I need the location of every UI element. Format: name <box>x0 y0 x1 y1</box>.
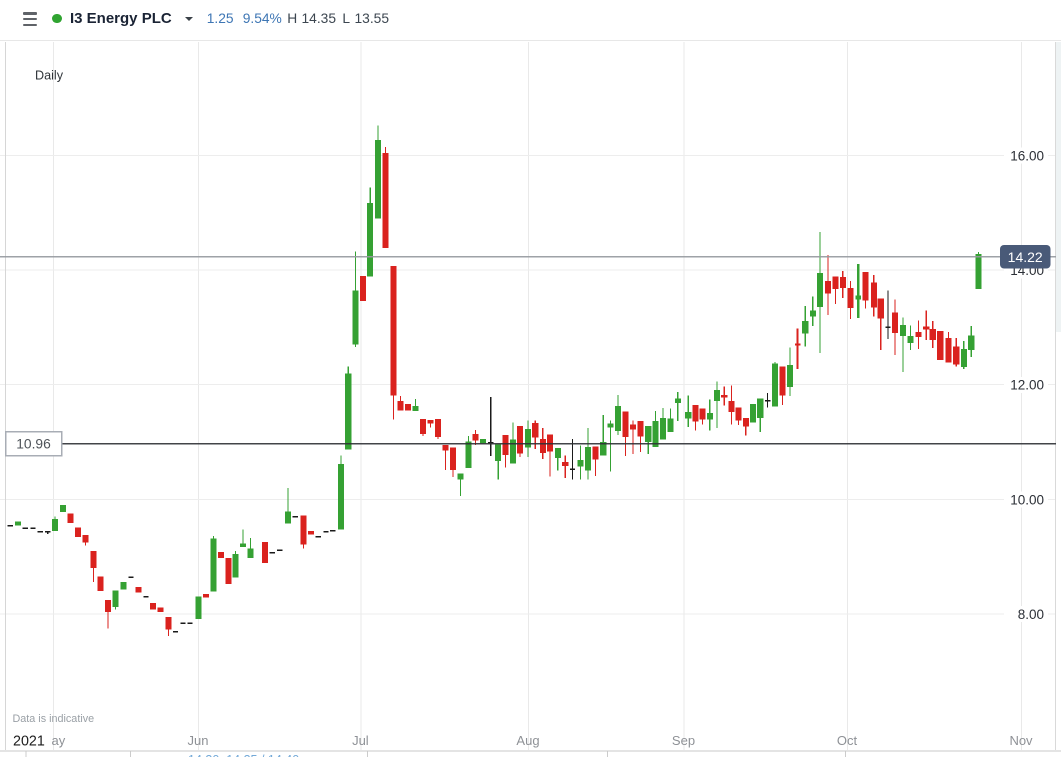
svg-text:Jun: Jun <box>188 733 209 748</box>
svg-text:10.00: 10.00 <box>1010 492 1044 507</box>
svg-text:Aug: Aug <box>516 733 539 748</box>
svg-text:2021: 2021 <box>13 734 45 750</box>
svg-text:Data is indicative: Data is indicative <box>13 713 95 725</box>
svg-text:10.96: 10.96 <box>16 437 51 452</box>
svg-text:Jul: Jul <box>352 733 369 748</box>
svg-text:Daily: Daily <box>35 69 64 83</box>
svg-text:Nov: Nov <box>1009 733 1033 748</box>
svg-text:14.30 14.35 / 14.40: 14.30 14.35 / 14.40 <box>188 753 299 757</box>
svg-text:Sep: Sep <box>672 733 695 748</box>
svg-text:12.00: 12.00 <box>1010 378 1044 393</box>
svg-text:14.22: 14.22 <box>1008 249 1043 265</box>
svg-text:Oct: Oct <box>837 733 858 748</box>
svg-text:16.00: 16.00 <box>1010 148 1044 163</box>
svg-text:8.00: 8.00 <box>1018 607 1044 622</box>
